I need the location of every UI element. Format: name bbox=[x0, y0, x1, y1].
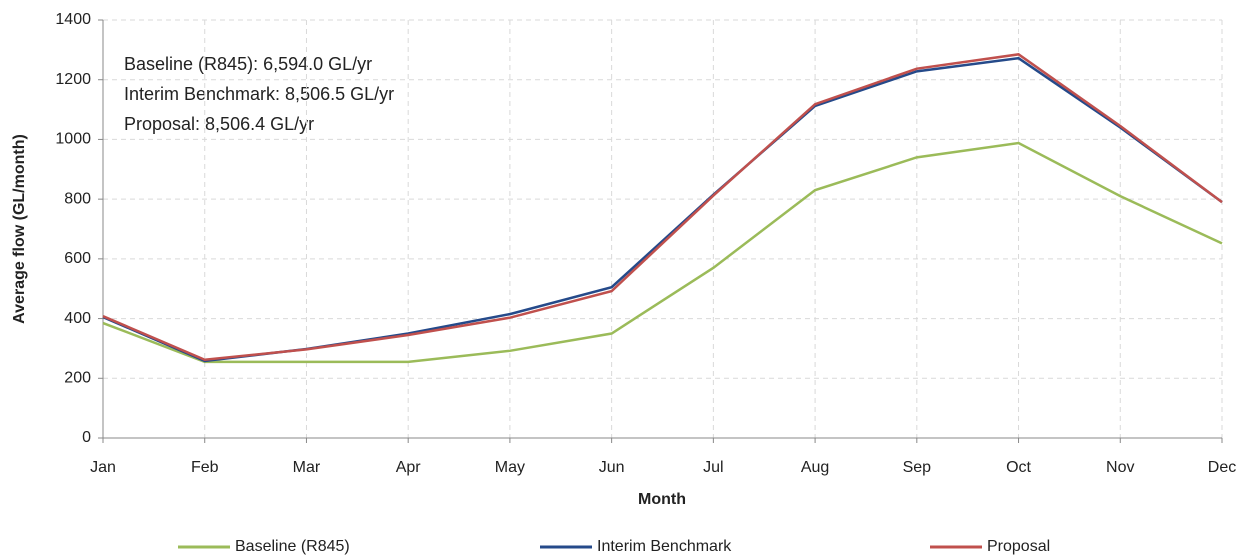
x-tick-label: Dec bbox=[1208, 459, 1236, 476]
series-line bbox=[102, 53, 1223, 362]
y-axis-title: Average flow (GL/month) bbox=[11, 134, 28, 324]
y-tick-label: 800 bbox=[64, 190, 91, 207]
y-tick-label: 400 bbox=[64, 310, 91, 327]
x-axis-title: Month bbox=[638, 491, 686, 508]
x-tick-label: Feb bbox=[191, 459, 219, 476]
x-tick-label: Jun bbox=[599, 459, 625, 476]
annotation: Interim Benchmark: 8,506.5 GL/yr bbox=[124, 84, 394, 104]
legend-label: Baseline (R845) bbox=[235, 538, 350, 555]
x-tick-label: Nov bbox=[1106, 459, 1134, 476]
annotation: Proposal: 8,506.4 GL/yr bbox=[124, 114, 314, 134]
y-tick-label: 0 bbox=[82, 429, 91, 446]
x-tick-label: Apr bbox=[396, 459, 422, 476]
legend-label: Interim Benchmark bbox=[597, 538, 732, 555]
x-tick-label: Oct bbox=[1006, 459, 1031, 476]
y-tick-label: 1200 bbox=[55, 71, 91, 88]
y-tick-label: 600 bbox=[64, 250, 91, 267]
x-tick-label: Jul bbox=[703, 459, 723, 476]
x-tick-label: Mar bbox=[293, 459, 321, 476]
x-tick-label: Jan bbox=[90, 459, 116, 476]
x-tick-label: Sep bbox=[903, 459, 932, 476]
annotation: Baseline (R845): 6,594.0 GL/yr bbox=[124, 54, 372, 74]
series-line bbox=[102, 141, 1223, 364]
legend-label: Proposal bbox=[987, 538, 1050, 555]
y-tick-label: 1000 bbox=[55, 131, 91, 148]
x-tick-label: Aug bbox=[801, 459, 829, 476]
x-tick-label: May bbox=[495, 459, 525, 476]
y-tick-label: 200 bbox=[64, 370, 91, 387]
y-tick-label: 1400 bbox=[55, 11, 91, 28]
